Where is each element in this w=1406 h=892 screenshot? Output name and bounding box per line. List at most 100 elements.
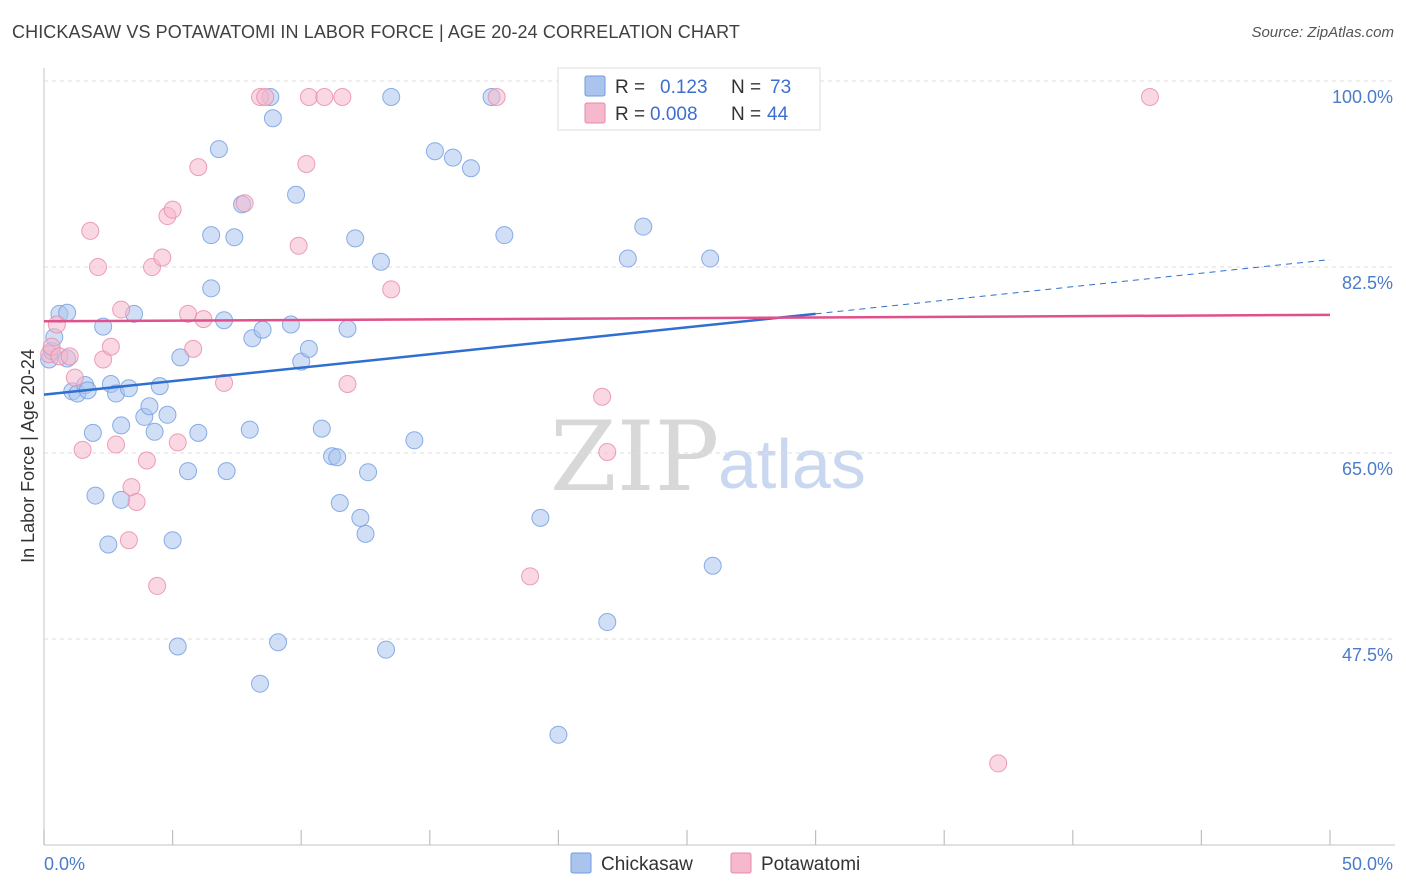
potawatomi-point: [163, 200, 182, 219]
potawatomi-point: [289, 236, 308, 255]
trend-lines: [43, 259, 1331, 396]
potawatomi-point: [299, 88, 318, 106]
gridlines: [44, 80, 1395, 640]
chickasaw-point: [119, 379, 138, 398]
axes: [43, 68, 1395, 846]
chickasaw-point: [83, 423, 102, 442]
potawatomi-point: [215, 373, 234, 392]
chickasaw-point: [171, 348, 190, 367]
potawatomi-point: [119, 531, 138, 550]
chickasaw-point: [425, 142, 444, 161]
potawatomi-point: [235, 194, 254, 213]
chickasaw-point: [150, 377, 169, 396]
chickasaw-point: [359, 463, 378, 482]
chickasaw-point: [189, 423, 208, 442]
chickasaw-point: [618, 249, 637, 268]
chickasaw-point: [346, 229, 365, 248]
chickasaw-point: [382, 88, 401, 106]
chickasaw-point: [328, 448, 347, 467]
y-tick-label: 47.5%: [1342, 645, 1393, 665]
potawatomi-point: [107, 435, 126, 454]
legend-swatch-potawatomi: [584, 102, 606, 124]
chickasaw-point: [263, 109, 282, 128]
chart-title: CHICKASAW VS POTAWATOMI IN LABOR FORCE |…: [12, 22, 740, 42]
chickasaw-point: [531, 508, 550, 527]
chickasaw-point: [461, 159, 480, 178]
legend-r-label-potawatomi: R =: [615, 104, 645, 125]
chickasaw-point: [253, 320, 272, 339]
potawatomi-point: [382, 280, 401, 299]
chickasaw-point: [356, 524, 375, 543]
chickasaw-point: [217, 462, 236, 481]
chickasaw-trend-line: [43, 312, 816, 396]
chickasaw-point: [549, 725, 568, 744]
potawatomi-point: [127, 492, 146, 511]
legend-r-label-chickasaw: R =: [615, 77, 645, 98]
source-label: Source: ZipAtlas.com: [1251, 24, 1394, 41]
bottom-legend-label-chickasaw: Chickasaw: [601, 854, 693, 875]
legend-n-value-potawatomi: 44: [767, 104, 789, 125]
potawatomi-point: [73, 440, 92, 459]
x-tick-label-max: 50.0%: [1342, 854, 1393, 874]
bottom-legend-swatch-potawatomi: [730, 852, 752, 874]
legend-r-value-chickasaw: 0.123: [660, 77, 708, 98]
chickasaw-point: [269, 633, 288, 652]
potawatomi-point: [112, 300, 131, 319]
potawatomi-point: [256, 88, 275, 106]
potawatomi-point: [65, 368, 84, 387]
legend-n-value-chickasaw: 73: [770, 77, 791, 98]
potawatomi-point: [487, 88, 506, 106]
x-ticks: [43, 830, 1331, 845]
potawatomi-point: [184, 339, 203, 358]
chickasaw-point: [179, 462, 198, 481]
potawatomi-point: [137, 451, 156, 470]
potawatomi-point: [148, 576, 167, 595]
chickasaw-point: [703, 556, 722, 575]
chickasaw-point: [202, 279, 221, 298]
bottom-legend-swatch-chickasaw: [570, 852, 592, 874]
potawatomi-point: [60, 347, 79, 366]
chickasaw-point: [240, 420, 259, 439]
x-tick-label-min: 0.0%: [44, 854, 85, 874]
y-tick-label: 100.0%: [1332, 87, 1393, 107]
chickasaw-point: [112, 416, 131, 435]
chickasaw-point: [443, 148, 462, 167]
potawatomi-point: [297, 154, 316, 173]
potawatomi-point: [189, 158, 208, 177]
watermark-atlas: atlas: [718, 425, 866, 503]
potawatomi-point: [989, 754, 1008, 773]
chickasaw-point: [312, 419, 331, 438]
chickasaw-point: [202, 226, 221, 245]
chickasaw-point: [281, 315, 300, 334]
chickasaw-point: [338, 319, 357, 338]
potawatomi-trend-line: [43, 313, 1331, 323]
potawatomi-point: [81, 221, 100, 240]
chickasaw-point: [598, 613, 617, 632]
chickasaw-point: [371, 252, 390, 271]
chickasaw-point: [163, 531, 182, 550]
chickasaw-point: [168, 637, 187, 656]
legend-swatch-chickasaw: [584, 75, 606, 97]
watermark-zip: ZIP: [550, 401, 719, 513]
chickasaw-point: [299, 339, 318, 358]
potawatomi-point: [333, 88, 352, 106]
stats-legend: R = 0.123 N = 73 R = 0.008 N = 44: [557, 67, 821, 131]
chickasaw-point: [377, 640, 396, 659]
series-potawatomi-points: [40, 88, 1159, 773]
chickasaw-point: [86, 486, 105, 505]
potawatomi-point: [598, 442, 617, 461]
chickasaw-point: [158, 405, 177, 424]
chickasaw-point: [351, 508, 370, 527]
chickasaw-point: [701, 249, 720, 268]
chickasaw-point: [251, 674, 270, 693]
bottom-legend-label-potawatomi: Potawatomi: [761, 854, 860, 875]
y-tick-label: 65.0%: [1342, 459, 1393, 479]
y-tick-label: 82.5%: [1342, 273, 1393, 293]
potawatomi-point: [153, 248, 172, 267]
chickasaw-point: [145, 422, 164, 441]
potawatomi-point: [168, 433, 187, 452]
y-axis-label: In Labor Force | Age 20-24: [18, 349, 38, 563]
potawatomi-point: [47, 315, 66, 334]
potawatomi-point: [338, 374, 357, 393]
